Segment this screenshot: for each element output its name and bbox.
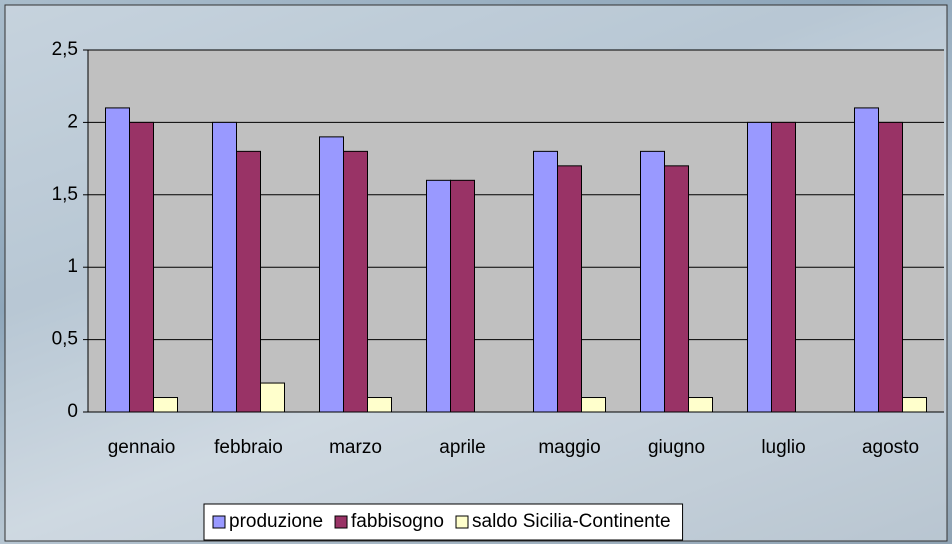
y-tick-label: 0 — [67, 401, 78, 422]
x-tick-label: maggio — [538, 437, 600, 458]
x-tick-label: febbraio — [214, 437, 283, 458]
x-tick-label: marzo — [329, 437, 382, 458]
bar — [450, 179, 475, 413]
y-tick-label: 1 — [67, 256, 78, 277]
y-tick-label: 2 — [67, 111, 78, 132]
bar — [260, 382, 285, 413]
legend-label: saldo Sicilia-Continente — [472, 511, 671, 532]
legend-swatch — [212, 515, 226, 529]
y-tick-label: 0,5 — [52, 329, 78, 350]
y-tick-label: 2,5 — [52, 39, 78, 60]
bar — [688, 397, 713, 413]
bar — [129, 121, 154, 413]
x-tick-label: agosto — [862, 437, 919, 458]
bar — [367, 397, 392, 413]
bar — [581, 397, 606, 413]
x-tick-label: gennaio — [108, 437, 176, 458]
legend-swatch — [334, 515, 348, 529]
bar — [902, 397, 927, 413]
x-tick-label: aprile — [439, 437, 485, 458]
bar — [771, 121, 796, 413]
x-tick-label: giugno — [648, 437, 705, 458]
bar — [105, 107, 130, 413]
bar — [557, 165, 582, 413]
bar — [212, 121, 237, 413]
y-tick-label: 1,5 — [52, 184, 78, 205]
legend-swatch — [455, 515, 469, 529]
bar — [236, 150, 261, 413]
x-tick-label: luglio — [761, 437, 805, 458]
bar — [426, 179, 451, 413]
bar — [153, 397, 178, 413]
bar — [343, 150, 368, 413]
legend-label: produzione — [229, 511, 323, 532]
bar — [640, 150, 665, 413]
bar — [747, 121, 772, 413]
legend — [203, 503, 684, 541]
bar — [533, 150, 558, 413]
bar — [319, 136, 344, 413]
bar — [664, 165, 689, 413]
bar — [854, 107, 879, 413]
bar — [878, 121, 903, 413]
legend-label: fabbisogno — [351, 511, 444, 532]
